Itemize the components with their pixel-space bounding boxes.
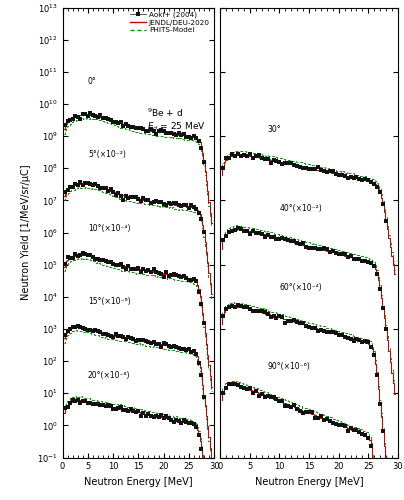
X-axis label: Neutron Energy [MeV]: Neutron Energy [MeV] — [255, 477, 363, 487]
X-axis label: Neutron Energy [MeV]: Neutron Energy [MeV] — [84, 477, 193, 487]
Text: 60°(×10⁻⁴): 60°(×10⁻⁴) — [280, 284, 322, 292]
Text: 0°: 0° — [88, 76, 97, 86]
Text: 15°(×10⁻⁶): 15°(×10⁻⁶) — [88, 297, 130, 306]
Text: 90°(×10⁻⁶): 90°(×10⁻⁶) — [267, 362, 310, 372]
Text: $^{9}$Be + d
$E_d$ = 25 MeV: $^{9}$Be + d $E_d$ = 25 MeV — [147, 106, 206, 133]
Text: 10°(×10⁻⁴): 10°(×10⁻⁴) — [88, 224, 130, 233]
Y-axis label: Neutron Yield [1/MeV/sr/μC]: Neutron Yield [1/MeV/sr/μC] — [21, 164, 32, 300]
Text: 40°(×10⁻²): 40°(×10⁻²) — [280, 204, 322, 214]
Text: 5°(×10⁻²): 5°(×10⁻²) — [88, 150, 126, 158]
Text: 20°(×10⁻⁸): 20°(×10⁻⁸) — [88, 370, 130, 380]
Legend: Aoki+ (2004), JENDL/DEU-2020, PHITS-Model: Aoki+ (2004), JENDL/DEU-2020, PHITS-Mode… — [129, 11, 210, 34]
Text: 30°: 30° — [267, 125, 281, 134]
